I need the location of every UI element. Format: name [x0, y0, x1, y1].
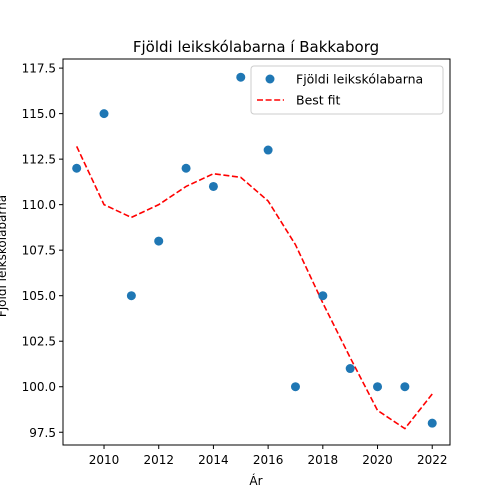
- legend-box: [250, 65, 444, 115]
- data-point: [345, 364, 355, 374]
- legend-label-line: Best fit: [296, 93, 341, 108]
- plot-area: [72, 72, 437, 430]
- data-point: [72, 163, 82, 173]
- y-tick-label: 117.5: [22, 62, 56, 76]
- data-point: [208, 181, 218, 191]
- y-tick-label: 105.0: [22, 289, 56, 303]
- y-tick-label: 102.5: [22, 335, 56, 349]
- x-tick-label: 2012: [143, 453, 174, 467]
- data-point: [318, 291, 328, 301]
- axes: 2010 2012 2014 2016 2018 2020 2022 97.5 100.0 102…: [22, 58, 451, 467]
- y-tick-label: 110.0: [22, 198, 56, 212]
- y-tick-label: 107.5: [22, 244, 56, 258]
- x-tick-label: 2018: [308, 453, 339, 467]
- y-axis-label: Fjöldi leikskólabarna: [0, 195, 9, 317]
- plot-frame: [62, 58, 451, 446]
- data-point: [263, 145, 273, 155]
- legend-label-scatter: Fjöldi leikskólabarna: [296, 72, 423, 87]
- data-point: [181, 163, 191, 173]
- data-point: [373, 382, 383, 392]
- x-tick-label: 2020: [362, 453, 393, 467]
- data-point: [99, 109, 109, 119]
- series-line-best-fit: [75, 146, 433, 430]
- data-point: [126, 291, 136, 301]
- legend: Fjöldi leikskólabarna Best fit: [250, 65, 444, 115]
- data-point: [427, 418, 437, 428]
- legend-marker-scatter: [265, 74, 275, 84]
- y-tick-label: 97.5: [29, 426, 56, 440]
- y-tick-label: 112.5: [22, 153, 56, 167]
- data-point: [236, 72, 246, 82]
- x-tick-label: 2016: [253, 453, 284, 467]
- y-tick-label: 115.0: [22, 107, 56, 121]
- x-tick-label: 2022: [417, 453, 448, 467]
- data-point: [154, 236, 164, 246]
- data-point: [290, 382, 300, 392]
- chart-title: Fjöldi leikskólabarna í Bakkaborg: [133, 38, 379, 56]
- x-axis-label: Ár: [249, 473, 262, 488]
- data-point: [400, 382, 410, 392]
- y-tick-label: 100.0: [22, 380, 56, 394]
- x-tick-label: 2010: [89, 453, 120, 467]
- x-tick-label: 2014: [198, 453, 229, 467]
